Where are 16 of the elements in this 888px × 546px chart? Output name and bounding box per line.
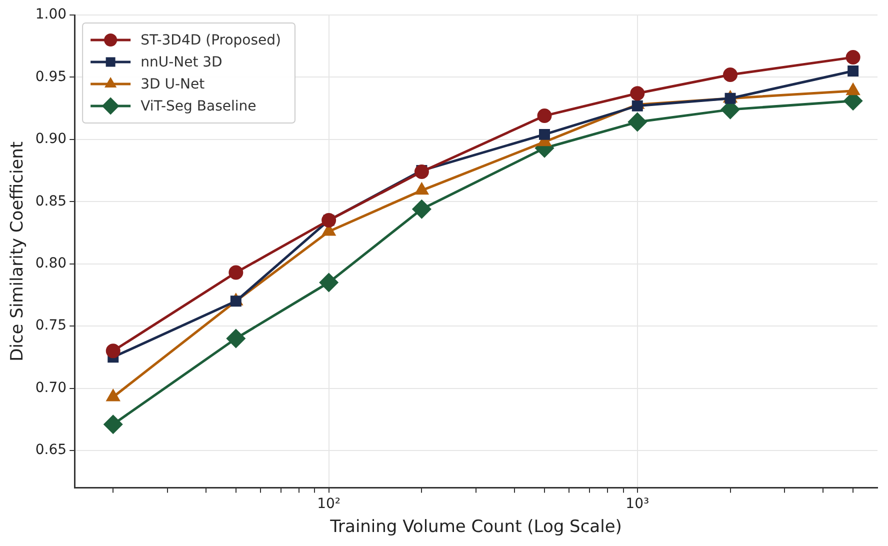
y-tick-label: 0.95 (35, 68, 67, 85)
x-axis-title: Training Volume Count (Log Scale) (329, 517, 622, 538)
y-tick-label: 0.70 (35, 380, 67, 396)
y-tick-label: 0.90 (35, 131, 67, 148)
legend-label: ST-3D4D (Proposed) (140, 32, 281, 49)
legend-label: ViT-Seg Baseline (140, 98, 256, 115)
y-tick-label: 1.00 (35, 6, 67, 23)
y-tick-label: 0.75 (35, 318, 67, 334)
y-tick-label: 0.85 (35, 193, 67, 210)
x-tick-label: 10² (317, 496, 341, 512)
y-tick-label: 0.80 (35, 255, 67, 272)
y-axis-title: Dice Similarity Coefficient (8, 141, 28, 362)
y-tick-label: 0.65 (35, 442, 67, 458)
legend-label: 3D U-Net (140, 76, 206, 93)
x-tick-label: 10³ (626, 496, 650, 512)
legend-label: nnU-Net 3D (140, 54, 222, 71)
